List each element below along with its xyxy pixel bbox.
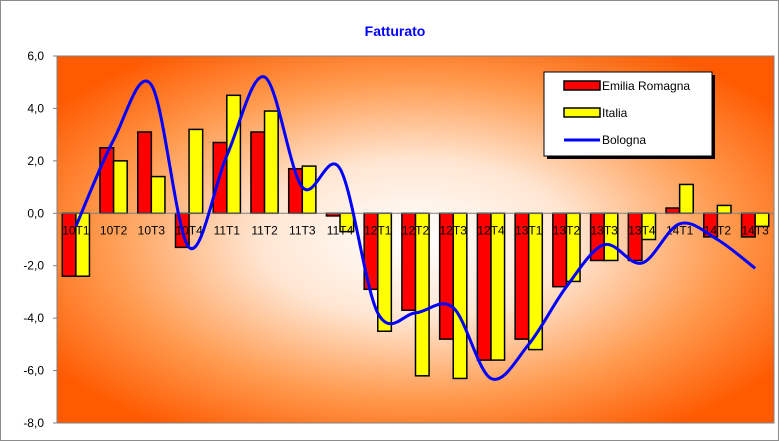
legend-swatch xyxy=(563,80,601,91)
bar-emilia-romagna-10t3 xyxy=(137,131,153,215)
bar-italia-14t2 xyxy=(716,204,732,215)
x-tick-label: 11T4 xyxy=(327,223,354,237)
y-tick-label: -4,0 xyxy=(23,311,44,325)
legend-label: Bologna xyxy=(602,133,646,147)
y-tick-label: 4,0 xyxy=(27,101,44,115)
bar-italia-11t2 xyxy=(263,110,279,215)
x-tick-label: 11T3 xyxy=(289,223,316,237)
x-tick-label: 10T3 xyxy=(138,223,166,237)
bar-italia-12t3 xyxy=(452,212,468,380)
bar-italia-10t3 xyxy=(150,175,166,215)
y-tick-label: 6,0 xyxy=(27,49,44,63)
series-line-bologna xyxy=(74,75,757,381)
x-tick-label: 14T2 xyxy=(704,223,732,237)
x-tick-label: 10T1 xyxy=(62,223,90,237)
legend-label: Italia xyxy=(602,106,628,120)
y-tick-label: 0,0 xyxy=(27,206,44,220)
y-tick-label: -6,0 xyxy=(23,364,44,378)
legend: Emilia Romagna Italia Bologna xyxy=(543,71,715,159)
x-tick-label: 12T4 xyxy=(477,223,505,237)
x-tick-label: 12T3 xyxy=(440,223,468,237)
bar-italia-12t2 xyxy=(414,212,430,377)
legend-swatch xyxy=(563,107,601,118)
x-tick-label: 11T1 xyxy=(214,223,241,237)
bar-emilia-romagna-10t2 xyxy=(99,147,115,215)
bar-emilia-romagna-11t2 xyxy=(250,131,266,215)
x-tick-label: 13T3 xyxy=(591,223,619,237)
bar-italia-10t2 xyxy=(112,160,128,215)
y-tick-label: 2,0 xyxy=(27,154,44,168)
y-tick-label: -2,0 xyxy=(23,259,44,273)
x-tick-label: 10T2 xyxy=(100,223,128,237)
chart-title: Fatturato xyxy=(365,23,426,39)
legend-label: Emilia Romagna xyxy=(602,79,690,93)
x-tick-label: 13T2 xyxy=(553,223,581,237)
x-tick-label: 13T4 xyxy=(628,223,656,237)
bar-emilia-romagna-14t1 xyxy=(665,207,681,215)
x-tick-label: 14T3 xyxy=(741,223,769,237)
y-tick-label: -8,0 xyxy=(23,416,44,430)
x-tick-label: 11T2 xyxy=(251,223,278,237)
x-tick-label: 12T2 xyxy=(402,223,430,237)
bar-italia-10t4 xyxy=(188,128,204,215)
x-tick-label: 13T1 xyxy=(515,223,543,237)
bar-italia-14t1 xyxy=(678,183,694,215)
x-tick-label: 12T1 xyxy=(364,223,392,237)
